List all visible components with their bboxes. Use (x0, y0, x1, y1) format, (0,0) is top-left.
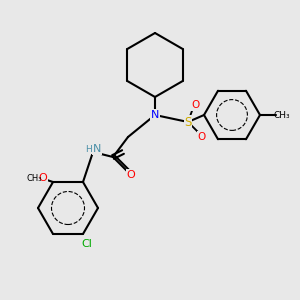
Text: O: O (127, 170, 135, 180)
Text: N: N (151, 110, 159, 120)
Text: CH₃: CH₃ (26, 173, 42, 182)
Text: O: O (198, 132, 206, 142)
Text: S: S (184, 116, 192, 128)
Text: O: O (39, 173, 47, 183)
Text: Cl: Cl (82, 239, 92, 249)
Text: O: O (191, 100, 199, 110)
Text: N: N (93, 144, 101, 154)
Text: CH₃: CH₃ (274, 110, 290, 119)
Text: H: H (85, 145, 92, 154)
